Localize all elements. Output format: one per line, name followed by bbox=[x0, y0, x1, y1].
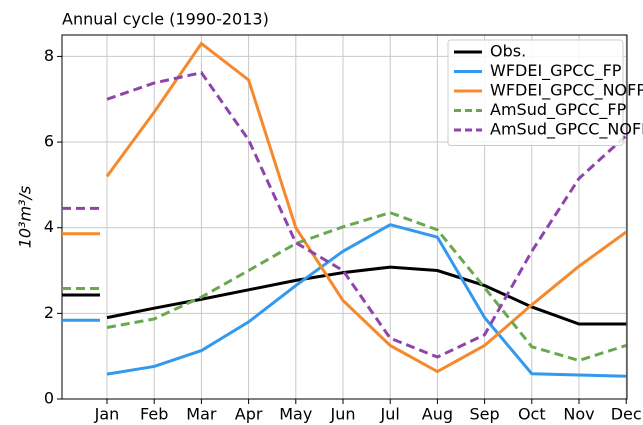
legend-label: AmSud_GPCC_NOFP bbox=[490, 120, 643, 140]
series-line bbox=[106, 265, 627, 326]
y-tick-label: 6 bbox=[44, 132, 54, 151]
x-tick-label: Jul bbox=[380, 405, 400, 424]
y-tick-label: 2 bbox=[44, 303, 54, 322]
legend-box bbox=[447, 39, 624, 146]
x-tick-label: Jun bbox=[330, 405, 356, 424]
x-tick-label: Dec bbox=[611, 405, 642, 424]
x-tick-label: May bbox=[279, 405, 312, 424]
y-tick-label: 8 bbox=[44, 46, 54, 65]
y-tick-label: 0 bbox=[44, 389, 54, 408]
y-axis-label: 10³m³/s bbox=[16, 186, 35, 249]
series-line bbox=[106, 71, 628, 359]
legend-label: WFDEI_GPCC_NOFP bbox=[490, 81, 643, 101]
series-line bbox=[106, 223, 627, 378]
series-line bbox=[105, 41, 628, 374]
x-tick-label: Oct bbox=[518, 405, 546, 424]
x-tick-label: Aug bbox=[422, 405, 453, 424]
x-tick-label: Nov bbox=[563, 405, 594, 424]
x-tick-label: Jan bbox=[94, 405, 120, 424]
x-tick-label: Apr bbox=[235, 405, 263, 424]
series-line bbox=[106, 211, 627, 363]
x-tick-label: Mar bbox=[186, 405, 217, 424]
legend-label: Obs. bbox=[490, 42, 526, 61]
chart-title: Annual cycle (1990-2013) bbox=[62, 10, 269, 29]
x-tick-label: Sep bbox=[470, 405, 500, 424]
plot-frame bbox=[61, 34, 628, 400]
x-tick-label: Feb bbox=[140, 405, 168, 424]
legend-label: WFDEI_GPCC_FP bbox=[490, 61, 622, 81]
legend-label: AmSud_GPCC_FP bbox=[490, 100, 627, 120]
y-tick-label: 4 bbox=[44, 217, 54, 236]
